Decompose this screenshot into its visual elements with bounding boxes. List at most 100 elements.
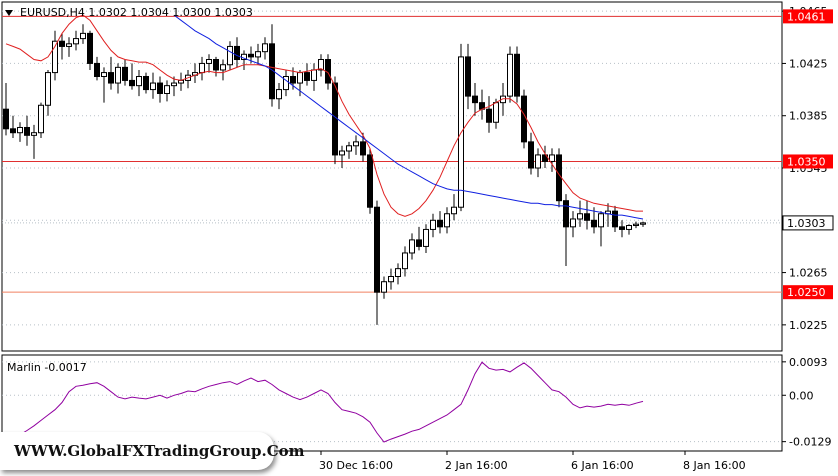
candle-body-bull	[444, 213, 450, 228]
candle-body-bear	[472, 95, 478, 104]
candle-body-bear	[612, 210, 618, 228]
price-tick-label: 1.0265	[789, 267, 828, 280]
candle-body-bear	[528, 141, 534, 169]
candle-body-bear	[108, 72, 114, 84]
current-price-label: 1.0303	[787, 217, 826, 230]
candle-body-bull	[220, 64, 226, 71]
candle-body-bull	[283, 76, 289, 91]
oscillator-pane: 0.0093 0.00 -0.0129	[1, 354, 831, 452]
candle-body-bull	[535, 154, 541, 169]
candle-body-bear	[591, 219, 597, 228]
candle-body-bear	[304, 72, 310, 81]
candle-body-bull	[339, 150, 345, 156]
osc-tick-label: 0.0093	[789, 356, 828, 369]
candle-body-bull	[52, 40, 58, 74]
candle-body-bull	[199, 62, 205, 74]
time-tick-label: 8 Jan 16:00	[683, 459, 746, 472]
candle-body-bull	[318, 59, 324, 71]
candle-body-bear	[87, 32, 93, 64]
candle-body-bear	[10, 128, 16, 134]
osc-tick-label: 0.00	[789, 389, 814, 402]
candle-body-bear	[360, 141, 366, 156]
candle-body-bear	[374, 206, 380, 293]
time-tick-label: 2 Jan 16:00	[445, 459, 508, 472]
candle-body-bull	[346, 145, 352, 152]
candle-body-bear	[157, 82, 163, 94]
candle-body-bear	[584, 213, 590, 221]
candle-body-bull	[430, 219, 436, 230]
candle-body-bull	[17, 126, 23, 134]
candle-body-bear	[3, 108, 9, 130]
candle-body-bull	[633, 223, 639, 227]
candle-body-bull	[381, 281, 387, 293]
candle-body-bull	[136, 76, 142, 87]
candle-body-bear	[619, 226, 625, 230]
current-price-tag	[782, 215, 834, 231]
candle-body-bull	[115, 66, 121, 84]
candle-body-bull	[206, 59, 212, 64]
price-tick-label: 1.0385	[789, 110, 828, 123]
watermark-banner: WWW.GlobalFXTradingGroup.Com	[0, 432, 305, 470]
candle-body-bull	[73, 38, 79, 45]
level-price-tag	[783, 154, 833, 169]
candle-body-bull	[409, 239, 415, 254]
candle-body-bear	[521, 95, 527, 143]
candle-body-bull	[507, 53, 513, 97]
time-tick-label: 30 Dec 16:00	[319, 459, 393, 472]
candle-body-bear	[143, 76, 149, 91]
candle-body-bear	[556, 154, 562, 202]
candle-body-bull	[164, 85, 170, 94]
candle-body-bull	[45, 72, 51, 106]
candle-body-bull	[353, 141, 359, 147]
candle-body-bull	[395, 268, 401, 277]
candle-body-bull	[276, 89, 282, 100]
level-price-label: 1.0461	[787, 10, 826, 23]
candle-body-bull	[402, 252, 408, 270]
candle-body-bull	[31, 132, 37, 136]
candle-body-bull	[570, 218, 576, 228]
candle-body-bear	[416, 239, 422, 247]
time-tick-label: 6 Jan 16:00	[571, 459, 634, 472]
level-price-label: 1.0250	[787, 286, 826, 299]
candle-body-bear	[234, 45, 240, 61]
candle-body-bull	[80, 32, 86, 40]
marlin-line	[5, 361, 644, 443]
candle-body-bull	[171, 82, 177, 87]
price-pane-frame	[1, 1, 783, 352]
candle-body-bear	[486, 108, 492, 123]
candle-body-bear	[465, 56, 471, 97]
candle-body-bull	[451, 206, 457, 215]
candle-body-bull	[388, 275, 394, 283]
level-price-tag	[783, 9, 833, 24]
price-tick-label: 1.0225	[789, 319, 828, 332]
candle-body-bear	[332, 82, 338, 156]
candle-body-bear	[563, 200, 569, 228]
candle-body-bear	[437, 219, 443, 228]
ma-slow-line	[173, 14, 644, 220]
candle-body-bear	[514, 53, 520, 97]
candle-body-bull	[423, 228, 429, 247]
candle-body-bear	[59, 40, 65, 47]
candle-body-bull	[262, 43, 268, 53]
candle-body-bear	[290, 76, 296, 84]
candle-body-bull	[150, 82, 156, 91]
time-axis: 30 Dec 16:00 2 Jan 16:00 6 Jan 16:00 8 Jan …	[319, 451, 746, 472]
candle-body-bull	[500, 95, 506, 104]
candle-body-bull	[493, 102, 499, 123]
candle-body-bull	[297, 72, 303, 84]
candle-body-bear	[248, 53, 254, 58]
candle-body-bull	[640, 222, 646, 225]
candle-body-bear	[367, 154, 373, 208]
collapse-triangle-icon[interactable]	[5, 10, 13, 16]
candle-body-bear	[24, 126, 30, 136]
level-price-label: 1.0350	[787, 155, 826, 168]
candle-body-bull	[227, 45, 233, 66]
candle-body-bull	[577, 213, 583, 220]
indicator-label: Marlin -0.0017	[7, 361, 87, 374]
price-tick-label: 1.0425	[789, 57, 828, 70]
candle-body-bull	[598, 213, 604, 228]
candle-body-bull	[66, 43, 72, 47]
level-price-tag	[783, 285, 833, 300]
candle-body-bear	[122, 66, 128, 81]
